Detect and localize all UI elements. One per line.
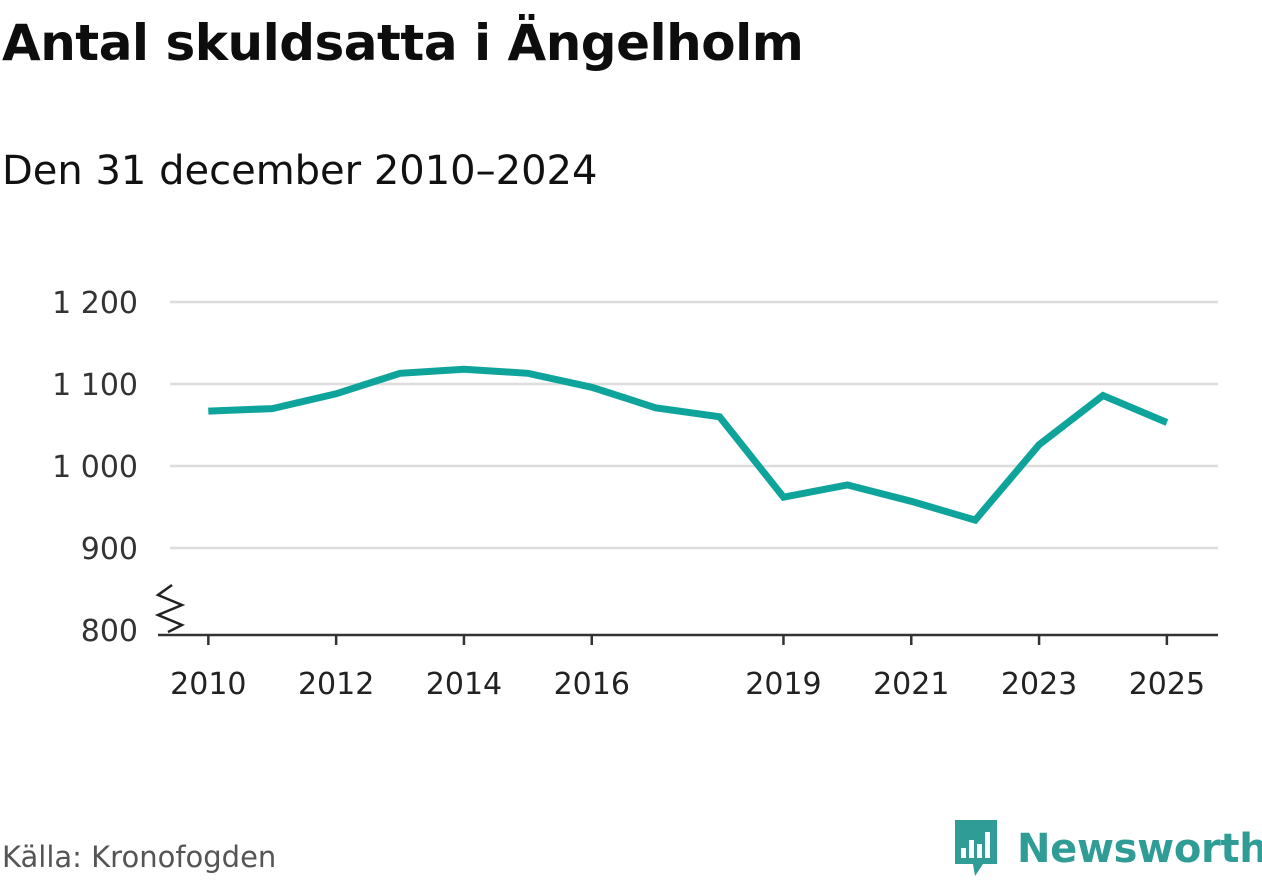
x-tick-label-2023: 2023 xyxy=(1001,667,1077,702)
data-point-2024 xyxy=(1099,392,1106,399)
data-point-2010 xyxy=(205,408,212,415)
chart-title: Antal skuldsatta i Ängelholm xyxy=(2,14,804,72)
x-tick-label-2010: 2010 xyxy=(170,667,246,702)
y-tick-label-1200: 1 200 xyxy=(52,286,138,321)
data-point-2015 xyxy=(524,370,531,377)
x-tick-label-2012: 2012 xyxy=(298,667,374,702)
x-axis: 2010 2012 2014 2016 2019 2021 2023 2025 xyxy=(158,633,1218,702)
x-tick-label-2016: 2016 xyxy=(554,667,630,702)
brand-logo: Newsworthy xyxy=(951,818,1262,880)
data-point-2017 xyxy=(652,404,659,411)
brand-name: Newsworthy xyxy=(1017,826,1262,872)
y-tick-label-1000: 1 000 xyxy=(52,450,138,485)
y-tick-label-900: 900 xyxy=(81,532,138,567)
chart-subtitle: Den 31 december 2010–2024 xyxy=(2,148,598,194)
series-layer xyxy=(205,365,1170,525)
data-point-2022 xyxy=(972,517,979,524)
y-tick-label-1100: 1 100 xyxy=(52,368,138,403)
data-point-2019 xyxy=(780,494,787,501)
data-point-2014 xyxy=(460,366,467,373)
data-point-2023 xyxy=(1036,441,1043,448)
series-line-0 xyxy=(208,365,1169,525)
x-tick-label-2019: 2019 xyxy=(745,667,821,702)
bar-chart-speech-bubble-icon xyxy=(955,820,997,876)
data-point-2025 xyxy=(1163,419,1170,426)
x-tick-label-2021: 2021 xyxy=(873,667,949,702)
y-axis: 800 900 1 000 1 100 1 200 xyxy=(52,286,186,649)
data-point-2013 xyxy=(397,370,404,377)
grid-lines xyxy=(170,300,1218,550)
x-tick-label-2025: 2025 xyxy=(1129,667,1205,702)
data-point-2018 xyxy=(716,413,723,420)
x-tick-label-2014: 2014 xyxy=(426,667,502,702)
data-point-2021 xyxy=(908,498,915,505)
axis-break-icon xyxy=(154,583,186,634)
data-point-2012 xyxy=(333,390,340,397)
data-point-2016 xyxy=(588,384,595,391)
y-tick-label-800: 800 xyxy=(81,614,138,649)
data-point-2011 xyxy=(269,405,276,412)
data-point-2020 xyxy=(844,481,851,488)
source-note: Källa: Kronofogden xyxy=(2,840,277,874)
